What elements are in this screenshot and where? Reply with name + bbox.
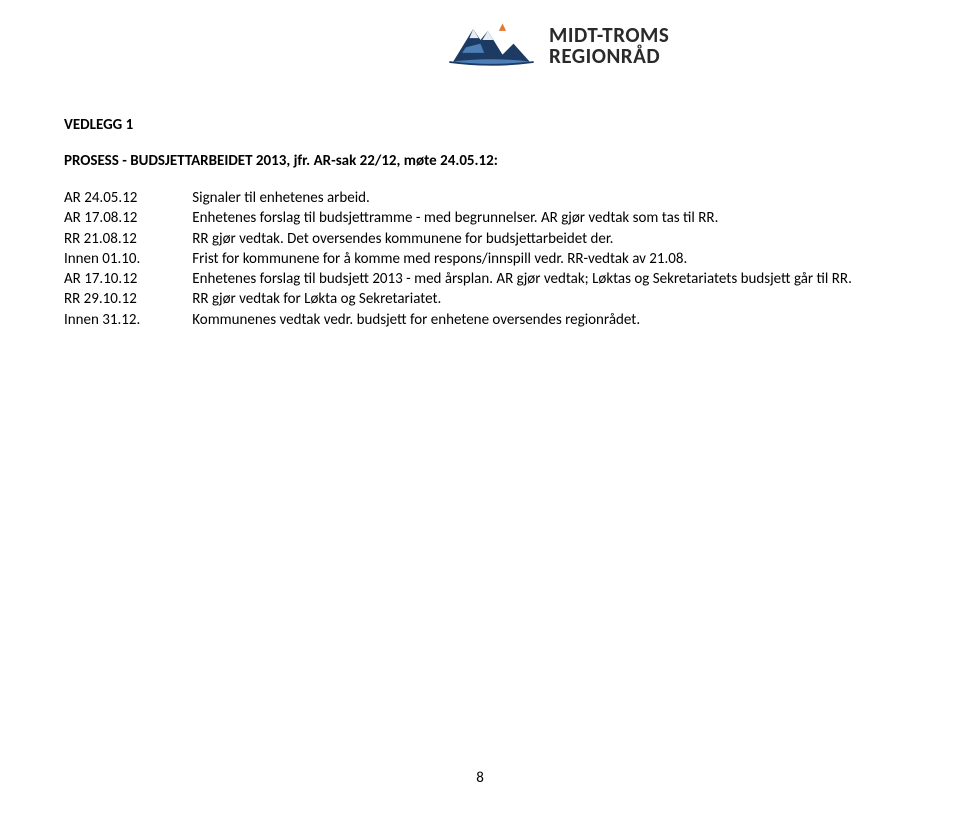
heading-vedlegg: VEDLEGG 1	[64, 116, 896, 134]
desc-cell: Enhetenes forslag til budsjett 2013 - me…	[192, 269, 852, 289]
date-cell: RR 21.08.12	[64, 229, 192, 249]
document-body: VEDLEGG 1 PROSESS - BUDSJETTARBEIDET 201…	[64, 116, 896, 330]
table-row: AR 17.10.12 Enhetenes forslag til budsje…	[64, 269, 852, 289]
date-cell: AR 17.08.12	[64, 208, 192, 228]
date-cell: Innen 31.12.	[64, 310, 192, 330]
mountain-logo-icon	[444, 18, 539, 73]
logo-line2: REGIONRÅD	[549, 46, 669, 67]
desc-cell: Enhetenes forslag til budsjettramme - me…	[192, 208, 852, 228]
table-row: RR 21.08.12 RR gjør vedtak. Det oversend…	[64, 229, 852, 249]
desc-cell: RR gjør vedtak for Løkta og Sekretariate…	[192, 289, 852, 309]
page-number: 8	[476, 769, 484, 787]
table-row: AR 17.08.12 Enhetenes forslag til budsje…	[64, 208, 852, 228]
logo-text: MIDT-TROMS REGIONRÅD	[549, 25, 669, 67]
desc-cell: RR gjør vedtak. Det oversendes kommunene…	[192, 229, 852, 249]
table-row: RR 29.10.12 RR gjør vedtak for Løkta og …	[64, 289, 852, 309]
table-row: AR 24.05.12 Signaler til enhetenes arbei…	[64, 188, 852, 208]
header-logo: MIDT-TROMS REGIONRÅD	[444, 18, 669, 73]
date-cell: Innen 01.10.	[64, 249, 192, 269]
table-row: Innen 31.12. Kommunenes vedtak vedr. bud…	[64, 310, 852, 330]
subheading-prosess: PROSESS - BUDSJETTARBEIDET 2013, jfr. AR…	[64, 152, 896, 170]
desc-cell: Signaler til enhetenes arbeid.	[192, 188, 852, 208]
date-cell: RR 29.10.12	[64, 289, 192, 309]
date-cell: AR 24.05.12	[64, 188, 192, 208]
schedule-table: AR 24.05.12 Signaler til enhetenes arbei…	[64, 188, 852, 330]
desc-cell: Frist for kommunene for å komme med resp…	[192, 249, 852, 269]
desc-cell: Kommunenes vedtak vedr. budsjett for enh…	[192, 310, 852, 330]
table-row: Innen 01.10. Frist for kommunene for å k…	[64, 249, 852, 269]
date-cell: AR 17.10.12	[64, 269, 192, 289]
